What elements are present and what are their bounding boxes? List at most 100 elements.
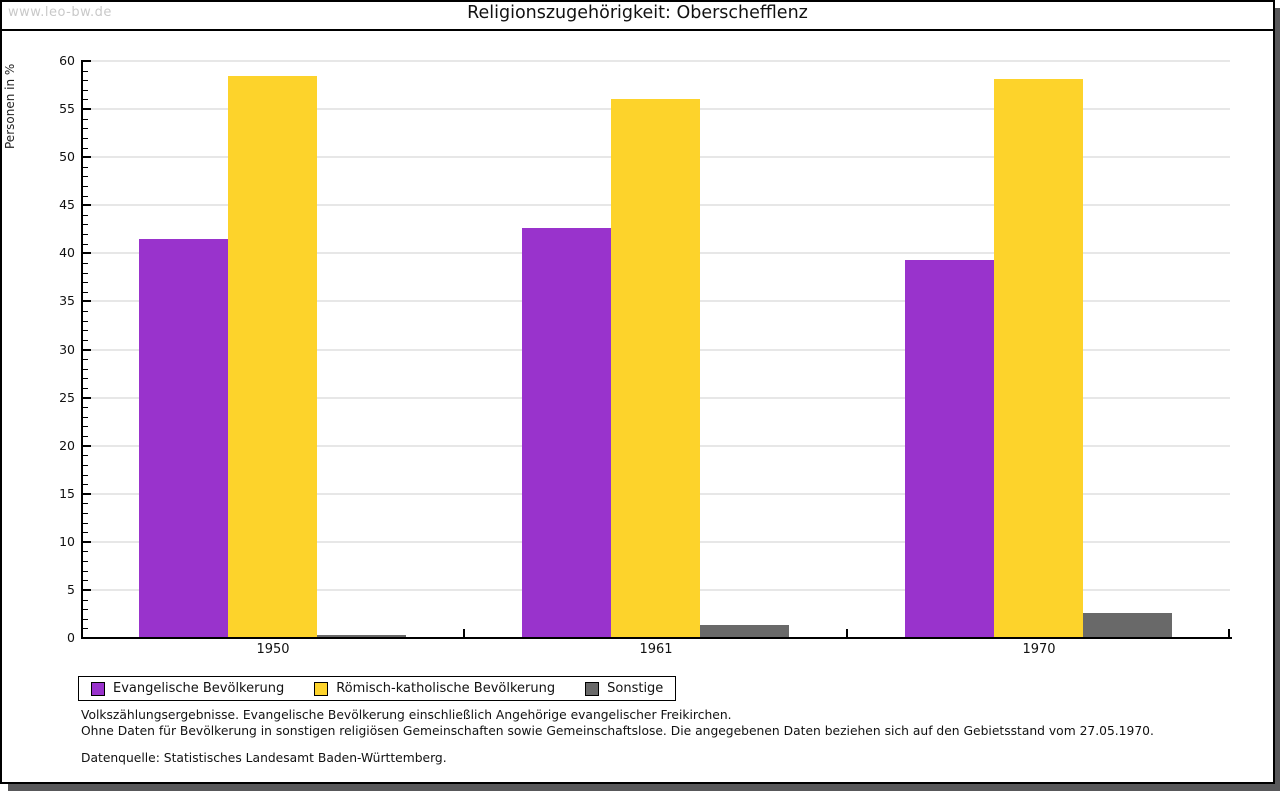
y-axis-minor-tick [83, 628, 88, 629]
y-axis-minor-tick [83, 561, 88, 562]
y-axis-minor-tick [83, 176, 88, 177]
y-axis-major-tick [83, 156, 91, 158]
y-axis-minor-tick [83, 378, 88, 379]
y-axis-minor-tick [83, 99, 88, 100]
legend-item: Sonstige [585, 681, 663, 696]
y-axis-minor-tick [83, 340, 88, 341]
y-axis-major-tick [83, 445, 91, 447]
y-axis-label: Personen in % [3, 63, 17, 149]
bar [700, 625, 789, 638]
y-axis-major-tick [83, 204, 91, 206]
y-axis-minor-tick [83, 475, 88, 476]
y-tick-label: 40 [59, 245, 75, 260]
y-axis-minor-tick [83, 523, 88, 524]
x-category-label: 1961 [639, 642, 673, 657]
y-axis-minor-tick [83, 311, 88, 312]
y-tick-label: 25 [59, 390, 75, 405]
legend-swatch [91, 681, 105, 696]
y-axis-minor-tick [83, 215, 88, 216]
y-axis-major-tick [83, 300, 91, 302]
legend-swatch [314, 681, 329, 696]
y-axis-minor-tick [83, 234, 88, 235]
y-axis-minor-tick [83, 292, 88, 293]
x-category-label: 1950 [256, 642, 290, 657]
legend-label: Sonstige [607, 681, 664, 696]
y-axis-minor-tick [83, 551, 88, 552]
bar [994, 79, 1083, 638]
chart-footnotes: Volkszählungsergebnisse. Evangelische Be… [81, 707, 1221, 739]
y-tick-label: 20 [59, 438, 75, 453]
y-axis-major-tick [83, 252, 91, 254]
y-axis-minor-tick [83, 600, 88, 601]
y-axis-minor-tick [83, 455, 88, 456]
bar [228, 76, 317, 638]
y-axis-minor-tick [83, 321, 88, 322]
y-axis-minor-tick [83, 580, 88, 581]
page-title: Religionszugehörigkeit: Oberschefflenz [467, 3, 808, 23]
bar [611, 99, 700, 638]
y-axis-minor-tick [83, 167, 88, 168]
legend-item: Römisch-katholische Bevölkerung [314, 681, 555, 696]
legend-item: Evangelische Bevölkerung [91, 681, 284, 696]
y-axis-minor-tick [83, 369, 88, 370]
legend-label: Evangelische Bevölkerung [113, 681, 285, 696]
x-axis-tick [463, 629, 465, 637]
footnote-line-1: Volkszählungsergebnisse. Evangelische Be… [81, 708, 732, 722]
y-axis-major-tick [83, 349, 91, 351]
y-axis-minor-tick [83, 128, 88, 129]
x-category-label: 1970 [1022, 642, 1056, 657]
y-axis-minor-tick [83, 619, 88, 620]
bar [317, 635, 406, 638]
y-axis-minor-tick [83, 273, 88, 274]
y-tick-label: 0 [67, 630, 75, 645]
y-axis-major-tick [83, 589, 91, 591]
y-axis-minor-tick [83, 282, 88, 283]
y-axis-minor-tick [83, 244, 88, 245]
y-tick-label: 55 [59, 101, 75, 116]
bar [1083, 613, 1172, 638]
bar [522, 228, 611, 638]
y-axis-minor-tick [83, 138, 88, 139]
y-axis-minor-tick [83, 71, 88, 72]
bar [139, 239, 228, 638]
y-axis-minor-tick [83, 186, 88, 187]
y-axis-minor-tick [83, 388, 88, 389]
x-axis-line [81, 637, 1232, 639]
y-axis-major-tick [83, 60, 91, 62]
y-axis-minor-tick [83, 119, 88, 120]
legend-label: Römisch-katholische Bevölkerung [336, 681, 556, 696]
y-axis-minor-tick [83, 484, 88, 485]
y-axis-major-tick [83, 541, 91, 543]
y-axis-minor-tick [83, 609, 88, 610]
legend-swatch [585, 681, 600, 696]
y-axis-minor-tick [83, 359, 88, 360]
y-tick-label: 50 [59, 149, 75, 164]
y-axis-major-tick [83, 397, 91, 399]
y-axis-minor-tick [83, 513, 88, 514]
chart-legend: Evangelische Bevölkerung Römisch-katholis… [78, 676, 677, 701]
y-axis-minor-tick [83, 532, 88, 533]
y-axis-minor-tick [83, 417, 88, 418]
y-axis-minor-tick [83, 148, 88, 149]
y-axis-minor-tick [83, 80, 88, 81]
y-tick-label: 35 [59, 293, 75, 308]
y-axis-minor-tick [83, 503, 88, 504]
y-axis-minor-tick [83, 90, 88, 91]
y-tick-label: 30 [59, 342, 75, 357]
y-axis-minor-tick [83, 224, 88, 225]
y-axis-minor-tick [83, 426, 88, 427]
y-tick-label: 5 [67, 582, 75, 597]
footnote-line-2: Ohne Daten für Bevölkerung in sonstigen … [81, 724, 1154, 738]
bar [905, 260, 994, 638]
y-tick-label: 60 [59, 53, 75, 68]
y-tick-label: 10 [59, 534, 75, 549]
header-divider [0, 29, 1275, 31]
y-axis-line [81, 60, 83, 639]
y-axis-minor-tick [83, 263, 88, 264]
y-axis-major-tick [83, 493, 91, 495]
gridline [83, 60, 1230, 62]
y-axis-major-tick [83, 108, 91, 110]
x-axis-tick [846, 629, 848, 637]
y-axis-minor-tick [83, 407, 88, 408]
x-axis-tick [1228, 629, 1230, 637]
